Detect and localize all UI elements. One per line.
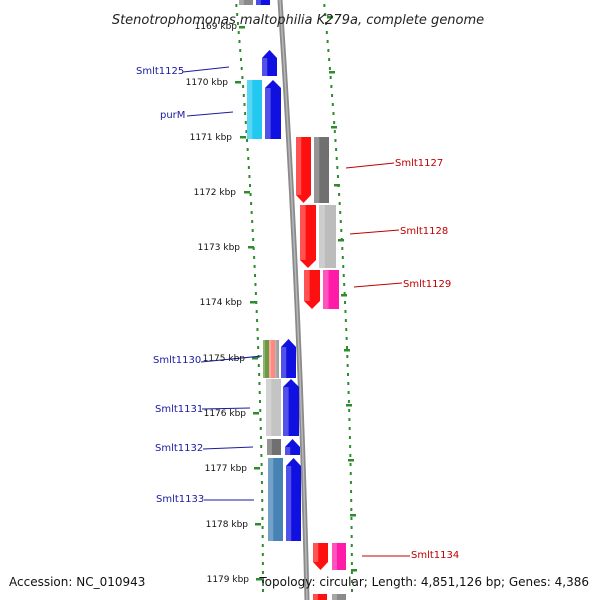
gene-label-smlt1125[interactable]: Smlt1125 bbox=[136, 66, 184, 77]
gene-label-smlt1133[interactable]: Smlt1133 bbox=[156, 494, 204, 505]
ruler-label-1177: 1177 kbp bbox=[205, 464, 248, 474]
ruler-label-1172: 1172 kbp bbox=[194, 188, 237, 198]
ruler-label-1171: 1171 kbp bbox=[190, 133, 233, 143]
gene-label-smlt1131[interactable]: Smlt1131 bbox=[155, 404, 203, 415]
ruler-ticks bbox=[235, 16, 357, 581]
gene-label-smlt1132[interactable]: Smlt1132 bbox=[155, 443, 203, 454]
genome-summary-text: Topology: circular; Length: 4,851,126 bp… bbox=[258, 575, 589, 589]
genome-title: Stenotrophomonas maltophilia K279a, comp… bbox=[112, 13, 484, 28]
gene-label-smlt1129[interactable]: Smlt1129 bbox=[403, 279, 451, 290]
ruler-label-1169: 1169 kbp bbox=[195, 22, 238, 32]
gene-label-smlt1127[interactable]: Smlt1127 bbox=[395, 158, 443, 169]
ruler-label-1170: 1170 kbp bbox=[186, 78, 229, 88]
ruler-label-1173: 1173 kbp bbox=[198, 243, 241, 253]
ruler-label-1179: 1179 kbp bbox=[207, 575, 250, 585]
gene-label-smlt1130[interactable]: Smlt1130 bbox=[153, 355, 201, 366]
ruler-label-1175: 1175 kbp bbox=[203, 354, 246, 364]
ruler-label-1174: 1174 kbp bbox=[200, 298, 243, 308]
ruler-left-dotted bbox=[235, 4, 264, 592]
gene-label-smlt1134[interactable]: Smlt1134 bbox=[411, 550, 459, 561]
accession-text: Accession: NC_010943 bbox=[9, 575, 145, 589]
gene-label-purm[interactable]: purM bbox=[160, 110, 185, 121]
ruler-label-1176: 1176 kbp bbox=[204, 409, 247, 419]
gene-features bbox=[239, 0, 346, 600]
ruler-label-1178: 1178 kbp bbox=[206, 520, 249, 530]
label-leader-lines bbox=[182, 66, 410, 557]
gene-label-smlt1128[interactable]: Smlt1128 bbox=[400, 226, 448, 237]
